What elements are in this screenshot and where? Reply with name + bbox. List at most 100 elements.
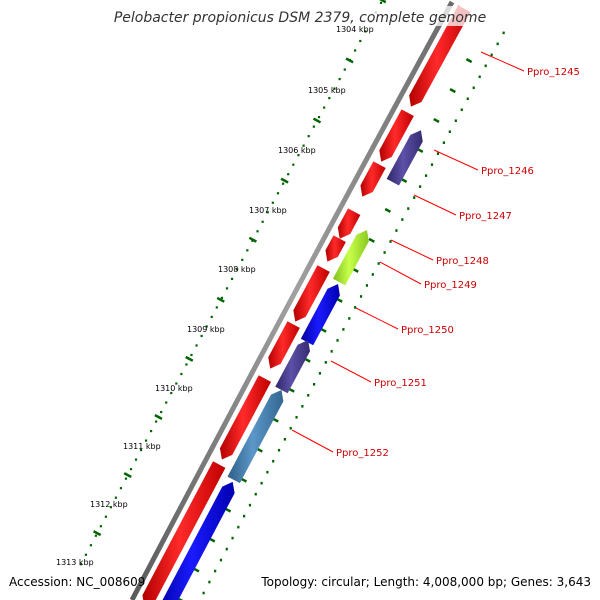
ruler-dot: [317, 116, 321, 119]
gene-arrow[interactable]: [275, 340, 310, 394]
ruler-dot: [190, 353, 193, 357]
outer-dot: [424, 174, 428, 177]
ruler-major-tick: [280, 177, 289, 184]
gene-label-line: [330, 360, 372, 383]
ruler-dot: [170, 391, 173, 395]
ruler-dot: [266, 211, 269, 214]
gene-arrow[interactable]: [300, 284, 340, 346]
ruler-dot: [215, 306, 218, 309]
outer-dot: [243, 514, 246, 518]
ruler-dot: [210, 315, 213, 319]
ruler-dot: [89, 544, 92, 547]
gene-arrow[interactable]: [268, 321, 300, 369]
gene-arrow[interactable]: [156, 481, 235, 600]
ruler-dot: [230, 277, 234, 280]
ruler-dot: [124, 477, 128, 480]
outer-dot: [359, 295, 363, 298]
outer-dot: [312, 383, 316, 386]
ruler-dot: [119, 487, 123, 490]
ruler-dot: [379, 1, 383, 5]
outer-dot: [225, 547, 228, 551]
gene-arrow[interactable]: [227, 389, 284, 484]
ruler-dot: [175, 382, 178, 385]
outer-dot: [283, 437, 286, 441]
outer-tick: [433, 117, 440, 124]
genome-backbone: [129, 0, 455, 600]
ruler-dot: [134, 458, 138, 461]
outer-tick: [465, 58, 473, 64]
gene-arrow[interactable]: [332, 230, 369, 286]
ruler-major-tick: [92, 530, 102, 537]
gene-label-line: [390, 239, 434, 261]
outer-dot: [219, 558, 223, 562]
outer-dot: [260, 481, 263, 485]
outer-tick: [368, 237, 375, 243]
gene-label[interactable]: Ppro_1245: [527, 67, 580, 78]
ruler-dot: [312, 125, 315, 128]
kbp-label: 1309 kbp: [187, 325, 225, 334]
kbp-label: 1304 kbp: [336, 25, 374, 34]
gene-arrow[interactable]: [409, 5, 471, 107]
gene-arrow[interactable]: [360, 161, 386, 197]
outer-dot: [248, 503, 252, 507]
ruler-major-tick: [379, 0, 387, 4]
gene-label-line: [291, 429, 334, 453]
gene-label[interactable]: Ppro_1247: [459, 211, 512, 222]
outer-dot: [266, 470, 269, 474]
gene-arrow[interactable]: [293, 265, 330, 322]
kbp-label: 1310 kbp: [155, 384, 193, 393]
outer-dot: [454, 119, 457, 123]
gene-label-lines: [291, 51, 525, 453]
outer-dot: [448, 130, 451, 134]
outer-dot: [401, 218, 404, 221]
outer-dot: [383, 251, 386, 254]
gene-label[interactable]: Ppro_1252: [336, 448, 389, 459]
ruler-dot: [307, 135, 310, 138]
ruler-dot: [185, 363, 188, 366]
kbp-label: 1307 kbp: [249, 206, 287, 215]
ruler-dot: [261, 220, 264, 223]
gene-label[interactable]: Ppro_1246: [481, 166, 534, 177]
ruler-dot: [333, 87, 336, 90]
outer-dot: [371, 273, 374, 276]
ruler-dot: [114, 496, 118, 499]
gene-label[interactable]: Ppro_1251: [374, 378, 427, 389]
gene-arrow[interactable]: [337, 208, 361, 239]
ruler-dot: [180, 372, 183, 376]
outer-dot: [502, 31, 505, 35]
ruler-dot: [160, 410, 163, 414]
outer-dot: [301, 404, 304, 408]
gene-label[interactable]: Ppro_1249: [424, 280, 477, 291]
outer-dot: [472, 86, 475, 90]
ruler-dot: [109, 506, 113, 509]
ruler-dot: [220, 296, 223, 300]
kbp-label: 1305 kbp: [308, 86, 346, 95]
gene-arrow[interactable]: [219, 375, 272, 460]
accession-text: Accession: NC_008609: [9, 575, 145, 589]
gene-arrow[interactable]: [325, 235, 346, 262]
gene-arrow[interactable]: [386, 130, 423, 186]
outer-tick: [384, 207, 392, 213]
outer-dot: [442, 141, 445, 144]
outer-dot: [214, 569, 217, 573]
genome-title: Pelobacter propionicus DSM 2379, complet…: [114, 10, 486, 26]
outer-dot: [413, 196, 416, 199]
gene-label[interactable]: Ppro_1248: [436, 256, 489, 267]
ruler-dot: [195, 344, 198, 347]
topology-text: Topology: circular; Length: 4,008,000 bp…: [260, 575, 591, 589]
outer-dot: [231, 536, 234, 540]
ruler-dot: [155, 420, 158, 423]
outer-dot: [466, 97, 469, 101]
ruler-major-tick: [216, 296, 225, 303]
gene-label-line: [433, 149, 479, 171]
outer-dot: [354, 306, 357, 309]
outer-dot: [490, 53, 493, 57]
ruler-dot: [364, 30, 367, 33]
ruler-major-tick: [345, 57, 354, 64]
gene-arrow[interactable]: [379, 109, 414, 162]
outer-dot: [342, 328, 345, 331]
ruler-dot: [343, 68, 346, 71]
gene-arrow[interactable]: [142, 461, 226, 600]
gene-label[interactable]: Ppro_1250: [401, 325, 454, 336]
